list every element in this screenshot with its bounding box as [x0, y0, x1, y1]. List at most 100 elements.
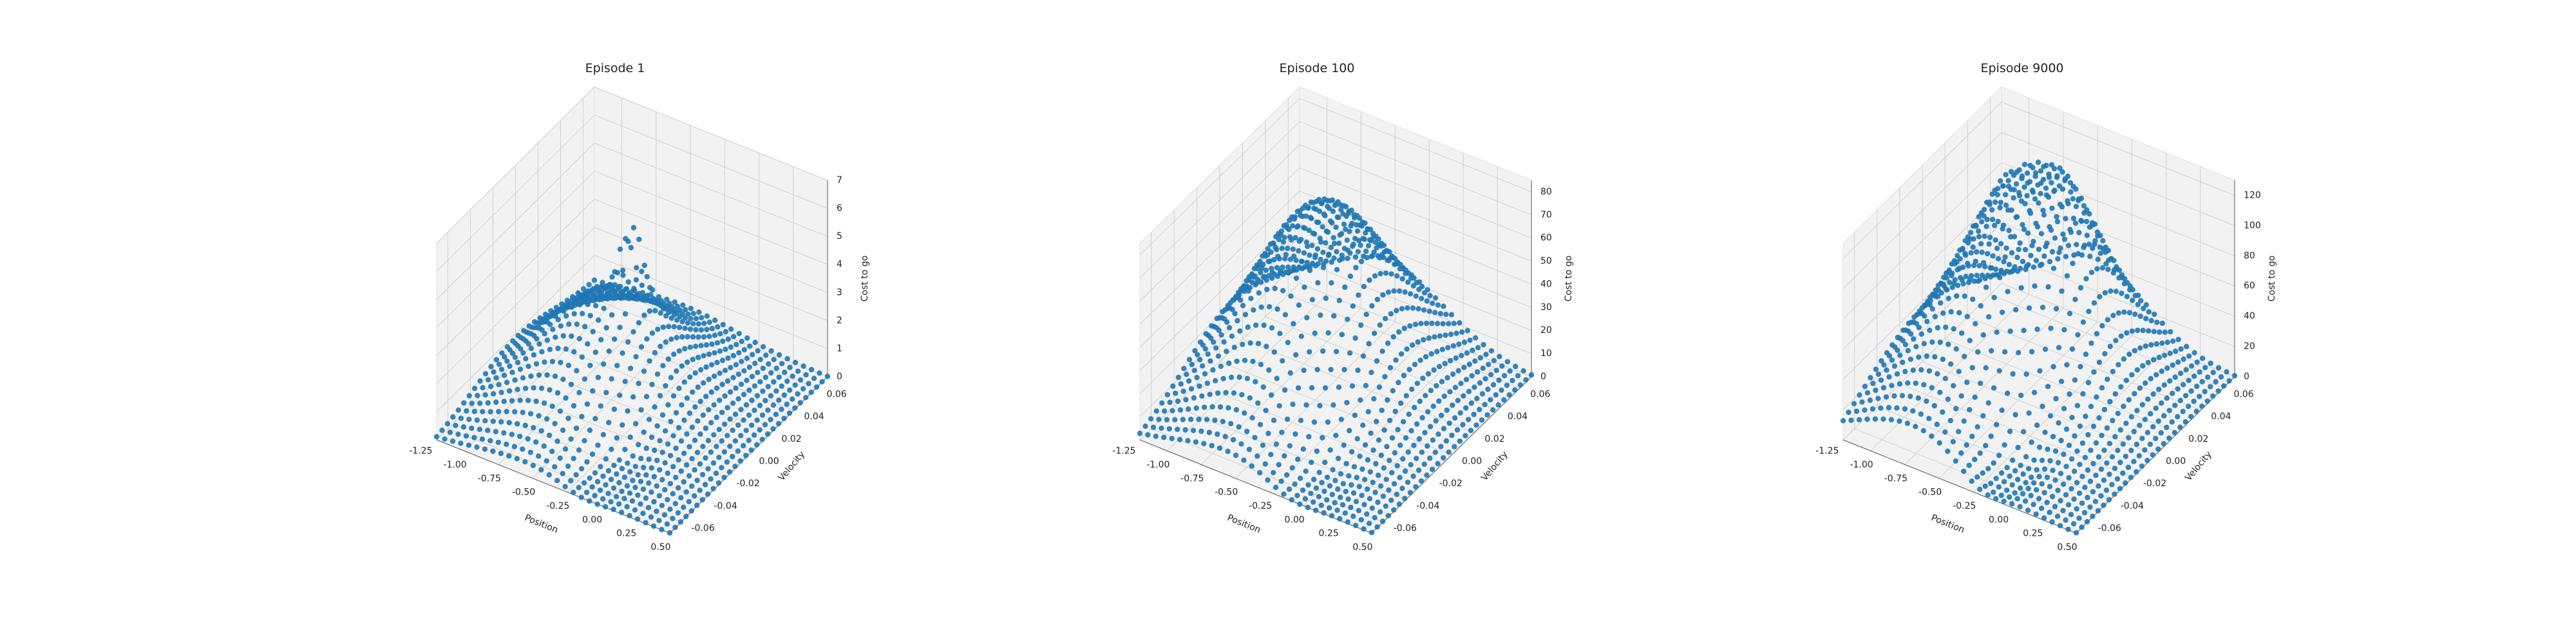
scatter-point	[1482, 402, 1488, 407]
scatter-point	[2139, 436, 2145, 441]
scatter-point	[636, 472, 641, 477]
scatter-point	[1403, 435, 1408, 440]
scatter-point	[585, 401, 590, 406]
scatter-point	[1951, 439, 1956, 444]
scatter-point	[2045, 384, 2050, 389]
scatter-point	[2085, 495, 2090, 500]
scatter-point	[2028, 253, 2033, 258]
scatter-point	[1167, 426, 1172, 431]
scatter-point	[741, 392, 746, 397]
scatter-point	[2047, 484, 2052, 489]
scatter-point	[2024, 263, 2029, 269]
scatter-point	[596, 375, 601, 380]
scatter-point	[752, 408, 757, 413]
x-axis-label: Position	[523, 513, 560, 535]
scatter-point	[1466, 389, 1472, 394]
scatter-point	[2071, 521, 2076, 526]
scatter-point	[2050, 434, 2056, 439]
scatter-point	[1439, 379, 1444, 384]
scatter-point	[2096, 415, 2101, 421]
scatter-point	[2038, 191, 2043, 196]
scatter-point	[1397, 442, 1403, 448]
scatter-point	[1437, 334, 1443, 339]
scatter-point	[752, 361, 757, 366]
scatter-point	[2038, 263, 2043, 268]
scatter-point	[711, 460, 716, 466]
scatter-point	[1238, 441, 1244, 446]
scatter-point	[579, 414, 584, 419]
scatter-point	[518, 366, 523, 372]
z-tick-label: 40	[1540, 279, 1552, 289]
scatter-point	[2084, 219, 2089, 224]
scatter-point	[2017, 240, 2022, 245]
scatter-point	[1381, 466, 1387, 471]
scatter-point	[1255, 453, 1260, 459]
scatter-point	[580, 311, 585, 316]
scatter-point	[1924, 399, 1929, 404]
scatter-point	[603, 456, 609, 461]
scatter-point	[2002, 498, 2007, 504]
scatter-point	[1419, 450, 1425, 455]
scatter-point	[509, 370, 515, 375]
scatter-point	[2083, 352, 2088, 357]
scatter-point	[1374, 358, 1379, 363]
scatter-point	[2004, 269, 2009, 274]
scatter-point	[1459, 353, 1464, 358]
scatter-point	[2022, 184, 2027, 189]
scatter-point	[1323, 385, 1328, 390]
scatter-point	[1998, 268, 2003, 273]
scatter-point	[738, 459, 743, 464]
scatter-point	[2091, 369, 2096, 374]
scatter-point	[1333, 225, 1338, 230]
scatter-point	[480, 385, 485, 390]
scatter-point	[1442, 393, 1447, 399]
scatter-point	[1441, 303, 1446, 308]
scatter-point	[2023, 498, 2028, 504]
scatter-point	[641, 312, 647, 317]
scatter-point	[2122, 281, 2127, 286]
scatter-point	[668, 375, 674, 380]
scatter-point	[2130, 298, 2135, 303]
scatter-point	[1227, 325, 1232, 330]
scatter-point	[1976, 234, 1982, 239]
scatter-point	[2032, 390, 2037, 395]
scatter-point	[2137, 386, 2143, 391]
scatter-point	[1846, 410, 1851, 415]
scatter-point	[2054, 214, 2059, 219]
scatter-point	[696, 334, 701, 339]
scatter-point	[1366, 243, 1371, 248]
scatter-point	[554, 439, 560, 444]
scatter-point	[672, 324, 677, 329]
scatter-point	[662, 512, 667, 517]
scatter-point	[1870, 381, 1875, 386]
scatter-point	[643, 495, 649, 500]
scatter-point	[746, 412, 752, 417]
scatter-point	[1977, 487, 1982, 492]
scatter-point	[768, 370, 773, 375]
scatter-point	[1274, 376, 1280, 381]
scatter-point	[1367, 237, 1372, 242]
scatter-point	[2089, 270, 2094, 275]
scatter-point	[2097, 359, 2102, 365]
scatter-point	[1188, 417, 1193, 422]
scatter-point	[661, 325, 666, 330]
scatter-point	[684, 431, 689, 437]
scatter-point	[1497, 354, 1502, 359]
scatter-point	[1472, 384, 1477, 390]
scatter-point	[571, 349, 576, 354]
scatter-point	[1317, 403, 1322, 408]
scatter-point	[2060, 204, 2065, 209]
scatter-point	[2072, 377, 2078, 383]
scatter-point	[1976, 279, 1981, 284]
scatter-point	[2067, 311, 2072, 316]
scatter-point	[556, 317, 561, 322]
scatter-point	[1399, 351, 1404, 356]
scatter-point	[2020, 471, 2025, 477]
scatter-point	[2007, 262, 2012, 267]
scatter-point	[649, 515, 654, 520]
scatter-point	[735, 448, 741, 453]
scatter-point	[1195, 352, 1200, 357]
scatter-point	[493, 429, 498, 434]
scatter-point	[619, 489, 624, 494]
scatter-point	[693, 370, 698, 375]
